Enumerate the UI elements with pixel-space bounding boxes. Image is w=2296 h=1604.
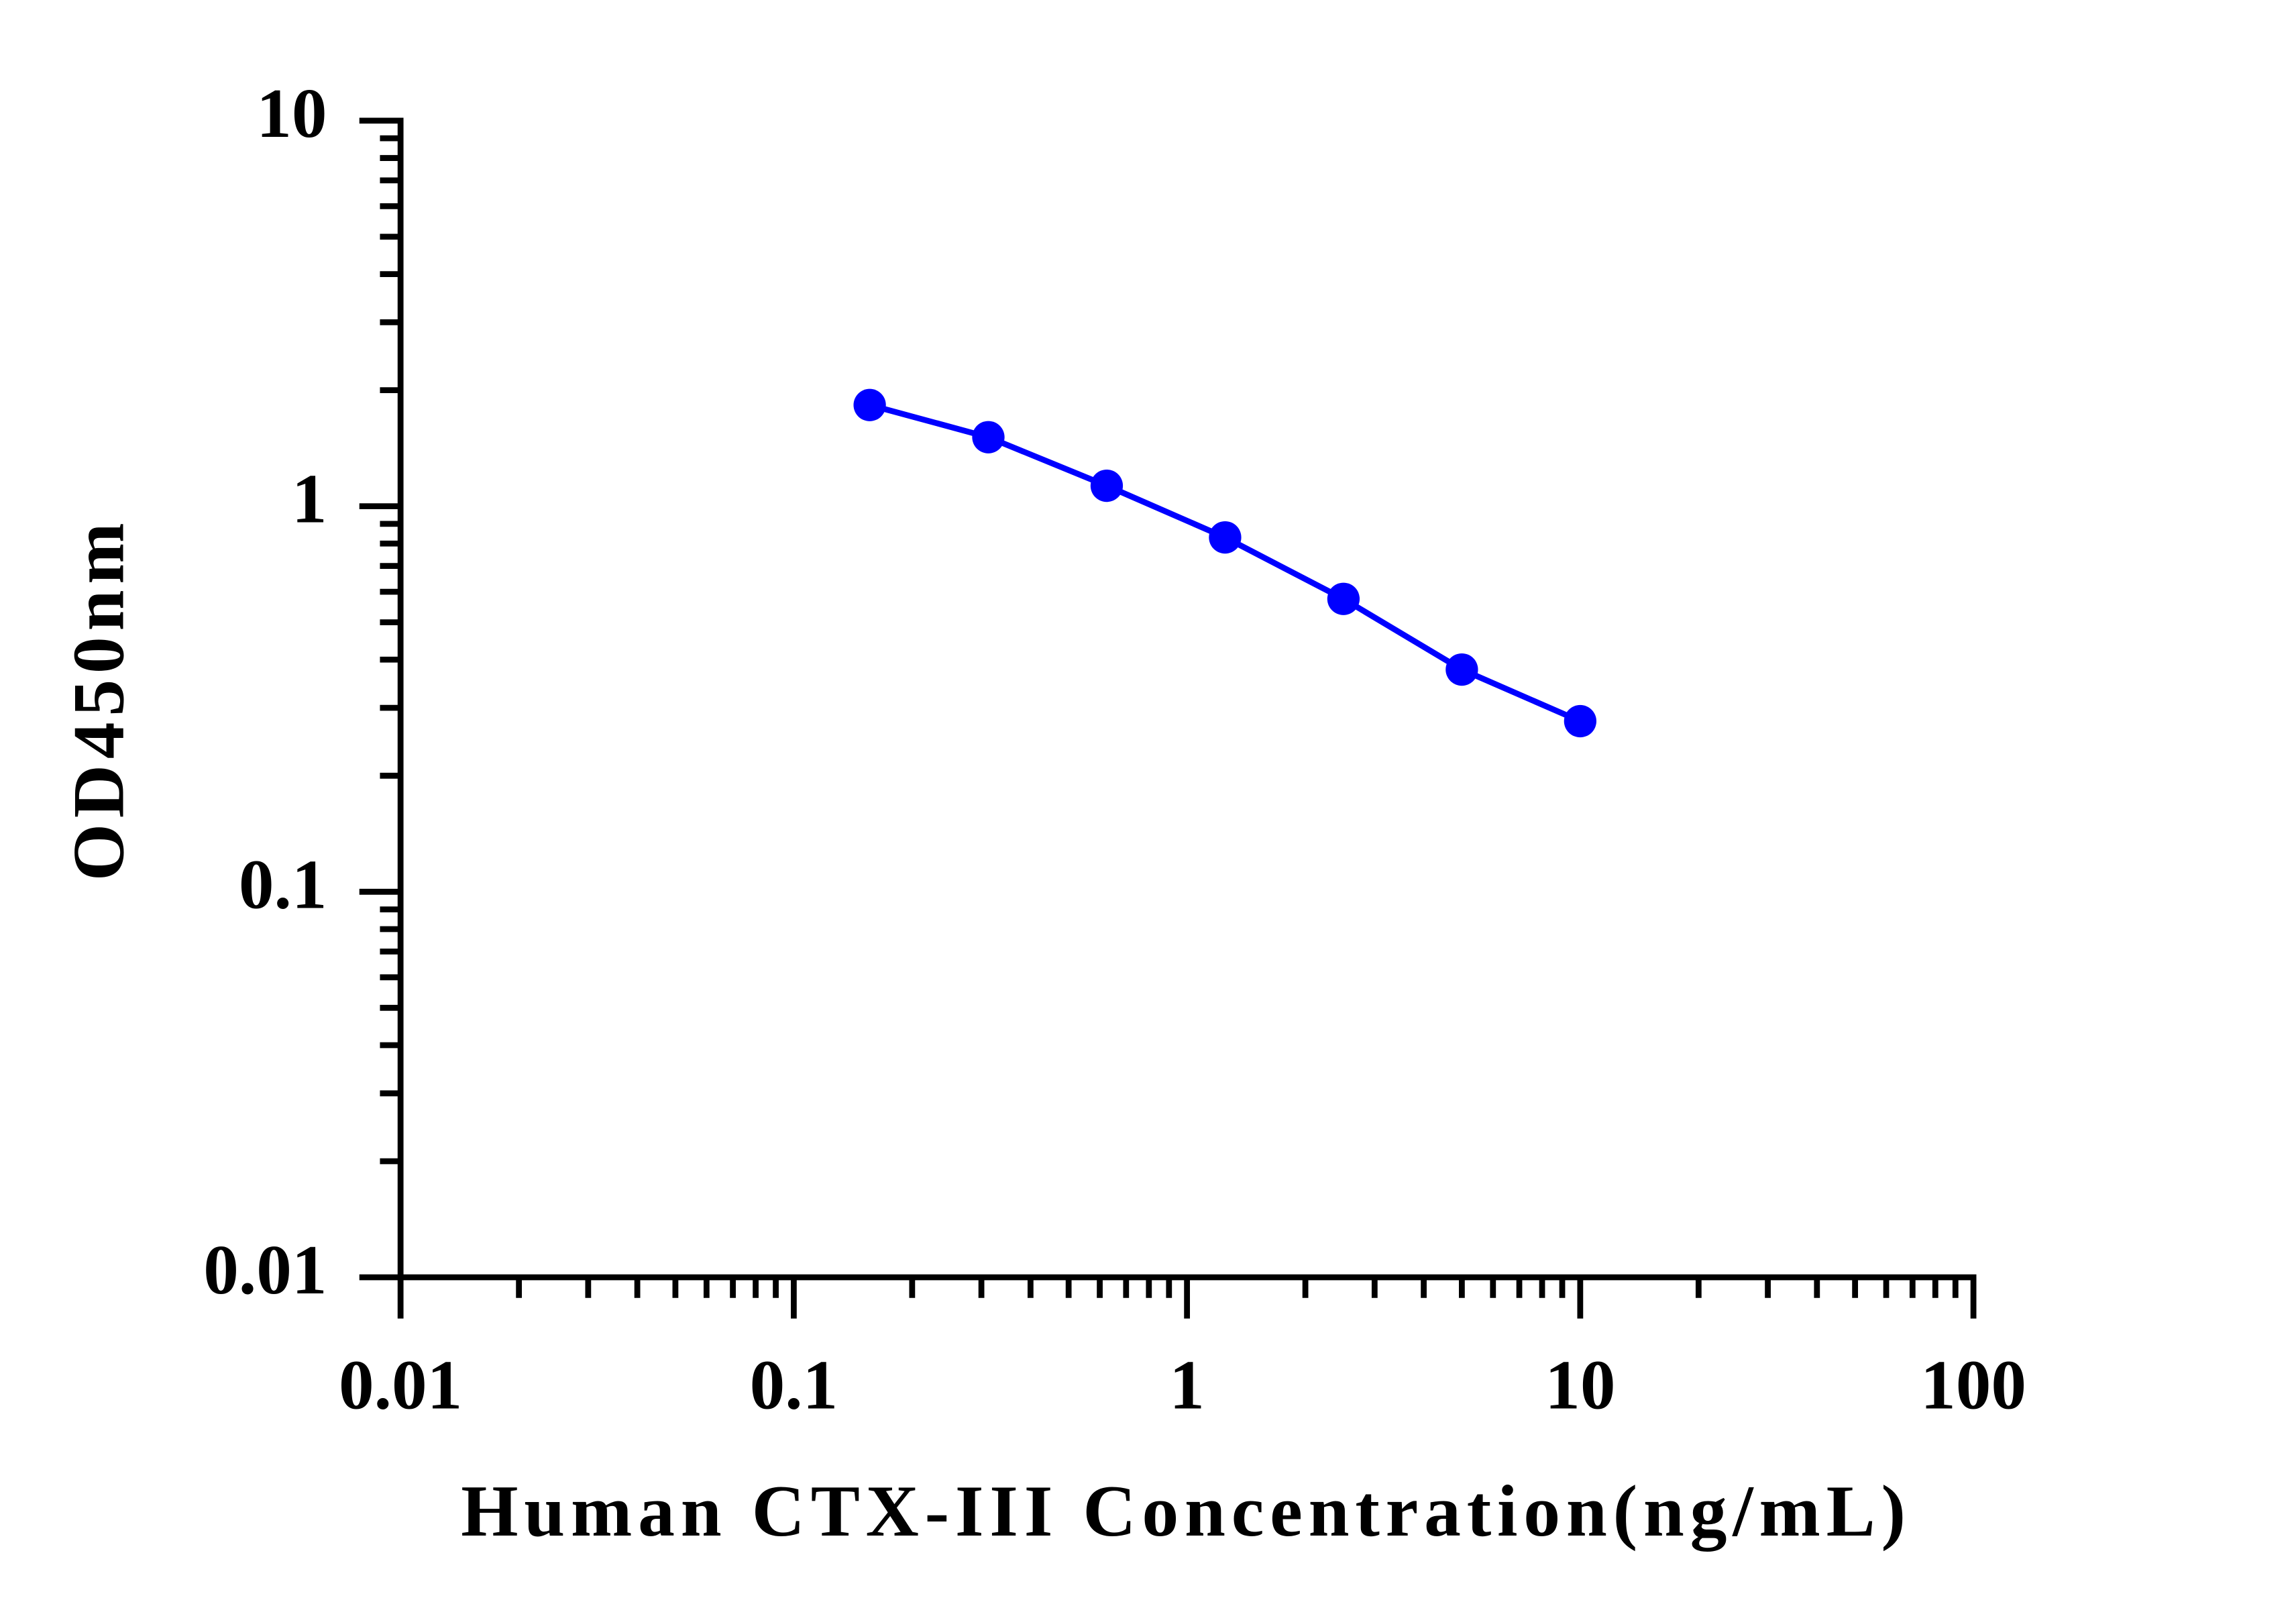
data-point xyxy=(1209,521,1242,554)
x-tick-label: 10 xyxy=(1545,1345,1615,1424)
x-axis-title: Human CTX-III Concentration(ng/mL) xyxy=(461,1470,1912,1552)
x-tick-label: 0.1 xyxy=(750,1345,838,1424)
data-point xyxy=(1327,582,1360,615)
y-tick-label: 0.1 xyxy=(239,845,327,923)
data-point xyxy=(1445,653,1478,686)
y-axis-title: OD450nm xyxy=(58,517,140,881)
data-point xyxy=(1564,704,1596,738)
x-tick-label: 0.01 xyxy=(339,1345,462,1424)
y-tick-label: 1 xyxy=(292,460,327,538)
y-tick-label: 0.01 xyxy=(203,1230,327,1309)
data-point xyxy=(972,421,1005,453)
data-point xyxy=(853,388,886,421)
x-tick-label: 1 xyxy=(1169,1345,1205,1424)
x-tick-label: 100 xyxy=(1920,1345,2026,1424)
data-point xyxy=(1090,469,1124,502)
y-tick-label: 10 xyxy=(256,74,327,152)
